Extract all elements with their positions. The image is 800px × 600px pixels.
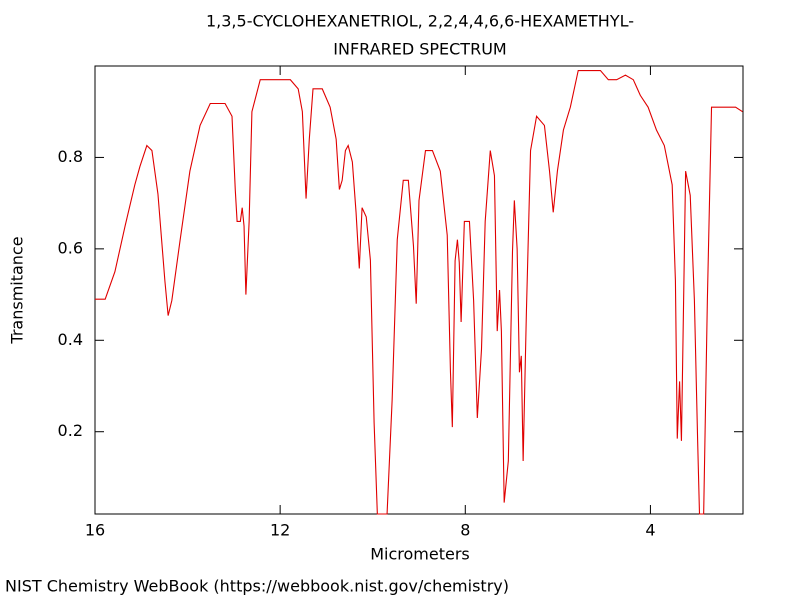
chart-title: 1,3,5-CYCLOHEXANETRIOL, 2,2,4,4,6,6-HEXA…	[206, 12, 634, 31]
x-tick-label: 8	[460, 521, 470, 540]
x-axis-label: Micrometers	[370, 545, 470, 564]
spectrum-line	[95, 70, 743, 515]
y-tick-label: 0.4	[58, 330, 83, 349]
source-note: NIST Chemistry WebBook (https://webbook.…	[5, 577, 509, 596]
x-tick-label: 12	[270, 521, 290, 540]
x-tick-label: 4	[645, 521, 655, 540]
y-tick-label: 0.2	[58, 421, 83, 440]
plot-frame	[94, 65, 744, 515]
y-tick-label: 0.6	[58, 238, 83, 257]
y-axis-label: Transmitance	[8, 236, 27, 344]
x-tick-label: 16	[85, 521, 105, 540]
y-tick-label: 0.8	[58, 147, 83, 166]
chart-subtitle: INFRARED SPECTRUM	[333, 40, 506, 59]
